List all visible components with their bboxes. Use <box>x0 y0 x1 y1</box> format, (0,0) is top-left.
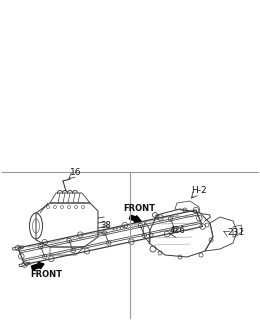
Text: FRONT: FRONT <box>123 204 155 213</box>
FancyArrow shape <box>129 215 141 222</box>
Text: FRONT: FRONT <box>30 270 62 279</box>
Text: H-2: H-2 <box>191 186 207 195</box>
FancyArrow shape <box>31 262 44 270</box>
Text: 231: 231 <box>227 228 244 237</box>
Text: 38: 38 <box>100 221 111 230</box>
Text: 16: 16 <box>70 168 81 177</box>
Text: 426: 426 <box>170 226 185 235</box>
